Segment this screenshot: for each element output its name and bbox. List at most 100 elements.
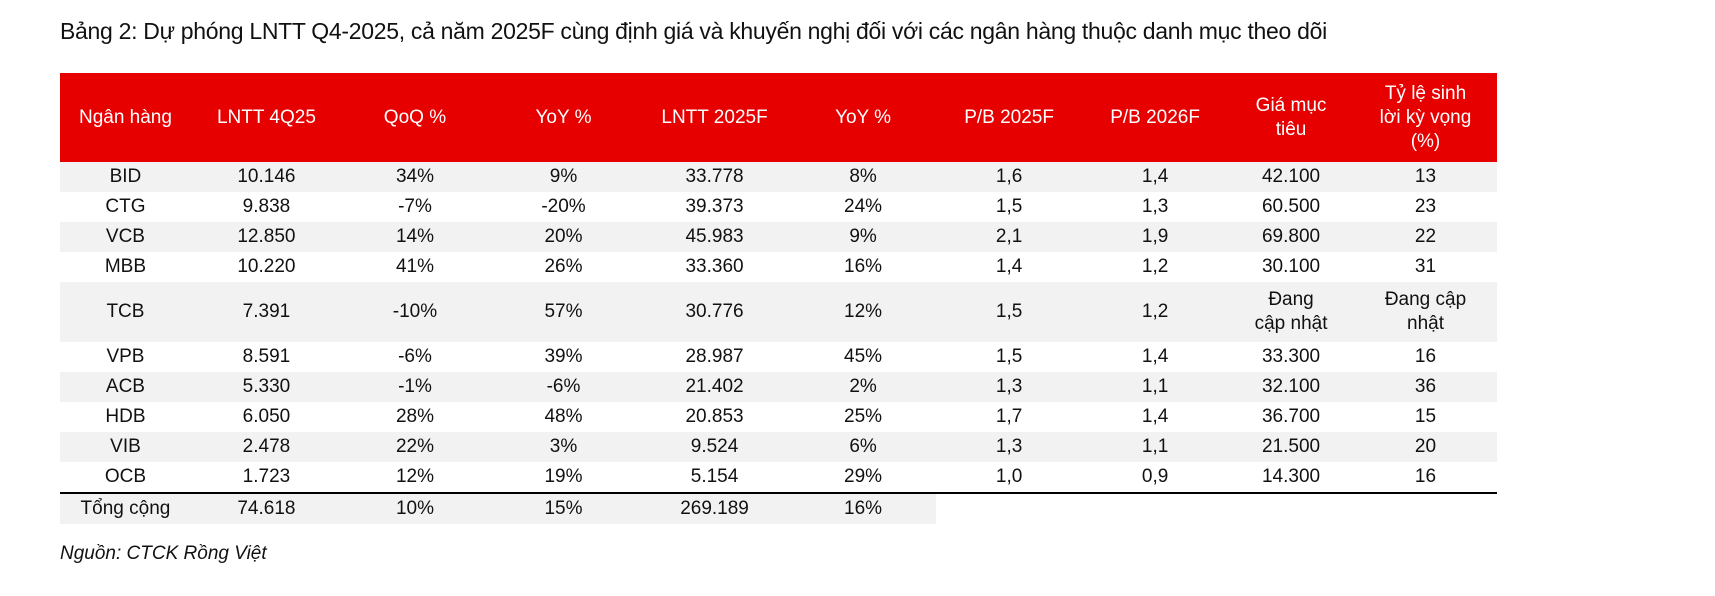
table-cell: 36 (1353, 372, 1497, 402)
table-cell: 1,1 (1082, 432, 1229, 462)
header-row: Ngân hàng LNTT 4Q25 QoQ % YoY % LNTT 2025F Yo… (60, 73, 1497, 162)
table-cell: 32.100 (1228, 372, 1354, 402)
table-cell: 6.050 (242, 406, 291, 427)
table-cell: 25% (844, 406, 883, 427)
table-cell: 29% (844, 466, 883, 487)
table-cell: 14% (341, 222, 488, 252)
table-row: CTG 9.838 -7% -20% 39.373 24% 1,5 1,3 60.500 23 (60, 192, 1497, 222)
table-cell: 57% (487, 282, 640, 342)
table-title: Bảng 2: Dự phóng LNTT Q4-2025, cả năm 20… (60, 18, 1327, 44)
table-cell: -6% (487, 372, 640, 402)
table-row: VPB 8.591 -6% 39% 28.987 45% 1,5 1,4 33.300 16 (60, 342, 1497, 372)
total-cell: 10% (341, 492, 488, 524)
total-row: Tổng cộng 74.618 10% 15% 269.189 16% (60, 492, 1497, 524)
total-cell (1228, 492, 1354, 524)
table-cell: 30.100 (1261, 256, 1321, 277)
table-cell: 6% (790, 432, 937, 462)
table-row: ACB 5.330 -1% -6% 21.402 2% 1,3 1,1 32.100 36 (60, 372, 1497, 402)
total-cell: 269.189 (639, 492, 791, 524)
total-cell (1082, 492, 1229, 524)
table-cell: -1% (341, 372, 488, 402)
table-cell: 12.850 (190, 222, 342, 252)
table-cell: -10% (341, 282, 488, 342)
table-cell: 1.723 (242, 466, 291, 487)
table-row: HDB 6.050 28% 48% 20.853 25% 1,7 1,4 36.700 15 (60, 402, 1497, 432)
bank-name-cell: BID (60, 162, 191, 192)
table-cell: 45% (844, 346, 883, 367)
table-cell: 20.853 (685, 406, 744, 427)
table-cell: 20% (487, 222, 640, 252)
table-cell: 42.100 (1228, 162, 1354, 192)
table-cell: 39% (544, 346, 583, 367)
table-cell: -7% (398, 196, 432, 217)
table-cell: 28% (395, 406, 434, 427)
total-label: Tổng cộng (60, 492, 191, 524)
table-cell: 1,7 (995, 406, 1023, 427)
total-cell: 16% (790, 492, 937, 524)
table-cell: -20% (541, 196, 586, 217)
table-cell: 1,3 (1141, 196, 1169, 217)
table-cell: 69.800 (1228, 222, 1354, 252)
table-cell: 5.330 (190, 372, 342, 402)
bank-name-cell: MBB (104, 256, 147, 277)
table-cell: 16% (844, 256, 883, 277)
table-row: VIB 2.478 22% 3% 9.524 6% 1,3 1,1 21.500 20 (60, 432, 1497, 462)
table-cell: 13 (1353, 162, 1497, 192)
table-cell: 41% (395, 256, 434, 277)
total-cell (1353, 492, 1497, 524)
table-cell: 9.838 (242, 196, 291, 217)
table-cell: 12% (395, 466, 434, 487)
bank-name-cell: ACB (60, 372, 191, 402)
bank-name-cell: VPB (106, 346, 145, 367)
table-cell: 1,1 (1082, 372, 1229, 402)
column-header: LNTT 4Q25 (190, 73, 342, 162)
table-cell: 1,2 (1141, 256, 1169, 277)
bank-name-cell: CTG (105, 196, 146, 217)
table-cell: 33.300 (1261, 346, 1321, 367)
table-cell: 16 (1414, 466, 1437, 487)
table-cell: 31 (1414, 256, 1437, 277)
table-cell: -6% (398, 346, 432, 367)
table-cell: 12% (790, 282, 937, 342)
table-cell: 28.987 (685, 346, 744, 367)
table-cell: 1,4 (1141, 346, 1169, 367)
column-header: P/B 2026F (1082, 73, 1229, 162)
source-note: Nguồn: CTCK Rồng Việt (60, 543, 267, 564)
table-cell: 60.500 (1261, 196, 1321, 217)
table-cell: 16 (1414, 346, 1437, 367)
table-cell: 33.360 (685, 256, 744, 277)
table-cell: 21.402 (639, 372, 791, 402)
table-cell: Đang cập nhật (1228, 282, 1354, 342)
table-row: OCB 1.723 12% 19% 5.154 29% 1,0 0,9 14.300 16 (60, 462, 1497, 493)
table-cell: 9.524 (639, 432, 791, 462)
bank-name-cell: TCB (60, 282, 191, 342)
table-cell: 1,5 (995, 196, 1023, 217)
table-cell: 48% (544, 406, 583, 427)
table-cell: 1,3 (936, 432, 1083, 462)
table-cell: 20 (1353, 432, 1497, 462)
table-cell: 9% (487, 162, 640, 192)
column-header: Giá mục tiêu (1228, 73, 1354, 162)
bank-name-cell: VIB (60, 432, 191, 462)
table-cell: 36.700 (1261, 406, 1321, 427)
table-row: VCB 12.850 14% 20% 45.983 9% 2,1 1,9 69.800 22 (60, 222, 1497, 252)
table-cell: 1,4 (1082, 162, 1229, 192)
table-cell: Đang cập nhật (1353, 282, 1497, 342)
table-cell: 30.776 (639, 282, 791, 342)
bank-name-cell: VCB (60, 222, 191, 252)
table-cell: 14.300 (1261, 466, 1321, 487)
column-header: QoQ % (341, 73, 488, 162)
table-cell: 21.500 (1228, 432, 1354, 462)
table-cell: 0,9 (1141, 466, 1169, 487)
table-cell: 26% (544, 256, 583, 277)
table-cell: 8% (790, 162, 937, 192)
table-cell: 2,1 (936, 222, 1083, 252)
table-cell: 1,2 (1082, 282, 1229, 342)
table-cell: 8.591 (242, 346, 291, 367)
table-cell: 34% (341, 162, 488, 192)
column-header: YoY % (790, 73, 937, 162)
total-cell: 15% (487, 492, 640, 524)
table-row: BID 10.146 34% 9% 33.778 8% 1,6 1,4 42.100 13 (60, 162, 1497, 192)
table-cell: 22% (341, 432, 488, 462)
table-row: TCB 7.391 -10% 57% 30.776 12% 1,5 1,2 Đang cập n… (60, 282, 1497, 342)
